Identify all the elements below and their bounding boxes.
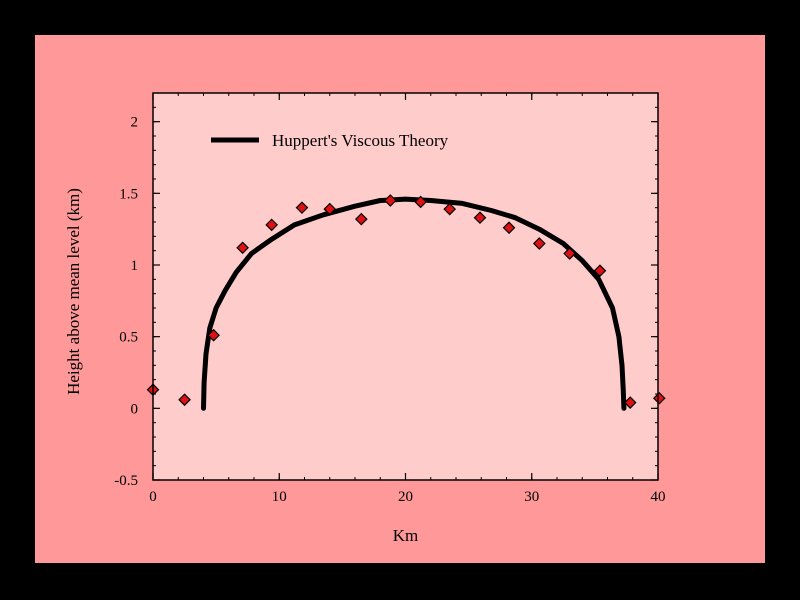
data-point bbox=[207, 328, 220, 342]
data-point bbox=[623, 396, 637, 409]
marker-layer bbox=[146, 194, 666, 409]
x-tick-label: 40 bbox=[651, 489, 666, 505]
x-tick-label: 0 bbox=[149, 489, 157, 505]
x-tick-label: 10 bbox=[272, 489, 287, 505]
axes-layer: -0.500.511.520 10 20 30 40 bbox=[114, 92, 666, 505]
slide-background: -0.5 0 0.5 1 1.5 2 0 10 20 30 40 Huppert's Viscous… bbox=[35, 35, 765, 563]
y-axis-title: Height above mean level (km) bbox=[64, 188, 83, 395]
data-point bbox=[502, 221, 516, 235]
data-point bbox=[295, 201, 309, 215]
data-point bbox=[414, 195, 427, 209]
legend-label: Huppert's Viscous Theory bbox=[272, 131, 449, 150]
theory-curve bbox=[201, 196, 627, 411]
y-tick-label: 1 bbox=[131, 258, 139, 274]
curve-layer bbox=[201, 196, 627, 411]
data-point bbox=[563, 247, 576, 260]
legend: Huppert's Viscous Theory bbox=[211, 131, 449, 150]
data-point bbox=[354, 212, 368, 226]
data-point bbox=[473, 211, 487, 225]
data-point bbox=[236, 241, 249, 255]
data-point bbox=[443, 202, 457, 216]
x-axis-title: Km bbox=[393, 526, 419, 545]
x-tick-label: 20 bbox=[398, 489, 413, 505]
data-point bbox=[532, 237, 546, 250]
data-point bbox=[593, 264, 607, 278]
x-tick-label: 30 bbox=[524, 489, 539, 505]
data-point bbox=[178, 393, 191, 407]
chart: -0.500.511.520 10 20 30 40 Huppert's Viscous… bbox=[64, 92, 666, 545]
y-tick-label: 1.5 bbox=[119, 186, 138, 202]
data-point bbox=[323, 202, 337, 216]
plot-area bbox=[153, 93, 658, 480]
y-tick-label: 0 bbox=[131, 401, 139, 417]
data-point bbox=[652, 391, 666, 405]
y-tick-label: -0.5 bbox=[114, 473, 138, 489]
data-point bbox=[265, 218, 279, 232]
data-point bbox=[384, 194, 397, 207]
y-tick-label: 2 bbox=[131, 115, 139, 131]
y-tick-label: 0.5 bbox=[119, 330, 138, 346]
